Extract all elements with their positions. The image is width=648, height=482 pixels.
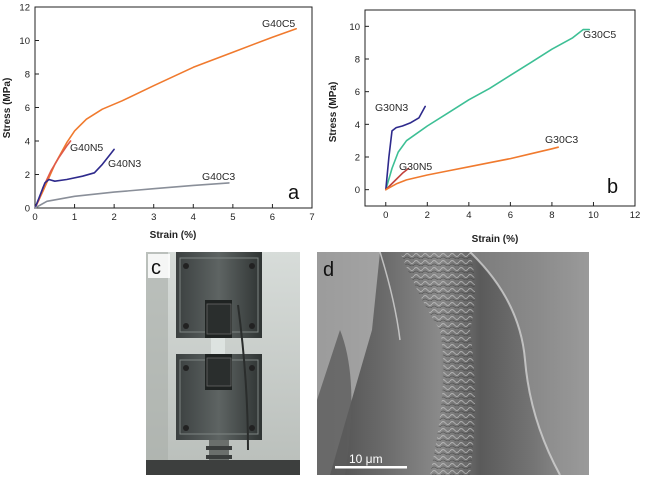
panel-b-xtick-label: 2 bbox=[425, 210, 430, 221]
panel-b-label-g30n3: G30N3 bbox=[375, 102, 408, 114]
series-line-g30c3 bbox=[384, 146, 560, 191]
panel-a-label-g40c3: G40C3 bbox=[202, 171, 235, 183]
panel-b-chart: 0 2 4 6 8 10 12 0 2 4 6 8 10 Strain (%) Stress (MPa)… bbox=[328, 9, 641, 245]
panel-a-xtick-label: 5 bbox=[230, 212, 235, 223]
panel-a-letter: a bbox=[288, 182, 300, 204]
panel-b-ytick-label: 0 bbox=[355, 185, 360, 196]
panel-b-ytick-label: 8 bbox=[355, 55, 360, 66]
panel-a-ytick-label: 4 bbox=[25, 137, 30, 148]
panel-a-xtick-label: 7 bbox=[309, 212, 314, 223]
panel-a-ylabel: Stress (MPa) bbox=[2, 78, 13, 139]
panel-b-xtick-label: 10 bbox=[588, 210, 599, 221]
panel-b-xtick-label: 12 bbox=[630, 210, 641, 221]
panel-b-xlabel: Strain (%) bbox=[472, 234, 519, 245]
panel-b-ytick-label: 6 bbox=[355, 87, 360, 98]
specimen bbox=[211, 338, 225, 356]
panel-a-xtick-label: 1 bbox=[72, 212, 77, 223]
panel-b-xtick-label: 0 bbox=[383, 210, 388, 221]
panel-a-ytick-label: 0 bbox=[25, 204, 30, 215]
series-line-g40n3 bbox=[34, 148, 115, 209]
panel-a-label-g40n3: G40N3 bbox=[108, 158, 141, 170]
panel-a-label-g40c5: G40C5 bbox=[262, 18, 295, 30]
panel-a-ytick-label: 6 bbox=[25, 103, 30, 114]
series-line-g30c5 bbox=[384, 28, 591, 191]
upper-grip bbox=[176, 252, 262, 338]
panel-b-label-g30c5: G30C5 bbox=[583, 29, 616, 41]
lower-grip bbox=[176, 354, 262, 440]
panel-a-xtick-label: 0 bbox=[32, 212, 37, 223]
panel-a-ytick-label: 10 bbox=[19, 36, 30, 47]
panel-b-letter: b bbox=[607, 176, 618, 198]
panel-b-xtick-label: 4 bbox=[466, 210, 471, 221]
panel-a-ytick-label: 12 bbox=[19, 3, 30, 14]
panel-a-xtick-label: 4 bbox=[191, 212, 196, 223]
series-line-g40c3 bbox=[34, 182, 230, 209]
panel-b-ytick-label: 10 bbox=[349, 22, 360, 33]
panel-b-xtick-label: 8 bbox=[549, 210, 554, 221]
panel-a-xtick-label: 2 bbox=[111, 212, 116, 223]
scale-bar bbox=[335, 466, 407, 469]
series-line-g40c5 bbox=[34, 27, 298, 209]
series-line-g30n3 bbox=[384, 105, 427, 191]
panel-a-label-g40n5: G40N5 bbox=[70, 142, 103, 154]
panel-a-xtick-label: 3 bbox=[151, 212, 156, 223]
panel-b-xtick-label: 6 bbox=[508, 210, 513, 221]
panel-b-frame bbox=[364, 9, 636, 207]
panel-a-ytick-label: 8 bbox=[25, 70, 30, 81]
panel-a-ytick-label: 2 bbox=[25, 170, 30, 181]
panel-a-xtick-label: 6 bbox=[270, 212, 275, 223]
panel-b-ytick-label: 2 bbox=[355, 153, 360, 164]
photo-c-letter: c bbox=[151, 257, 161, 279]
panel-b-ylabel: Stress (MPa) bbox=[328, 82, 339, 143]
panel-b-ytick-label: 4 bbox=[355, 120, 360, 131]
panel-c-photo: c bbox=[146, 252, 300, 475]
panel-d-sem-image: d 10 μm bbox=[317, 251, 589, 476]
series-line-g30n5 bbox=[384, 167, 410, 191]
photo-d-letter: d bbox=[323, 259, 334, 281]
sem-fracture-ridge bbox=[400, 252, 475, 475]
scale-bar-label: 10 μm bbox=[349, 452, 383, 466]
panel-a-xlabel: Strain (%) bbox=[150, 230, 197, 241]
panel-b-label-g30c3: G30C3 bbox=[545, 134, 578, 146]
panel-b-label-g30n5: G30N5 bbox=[399, 161, 432, 173]
